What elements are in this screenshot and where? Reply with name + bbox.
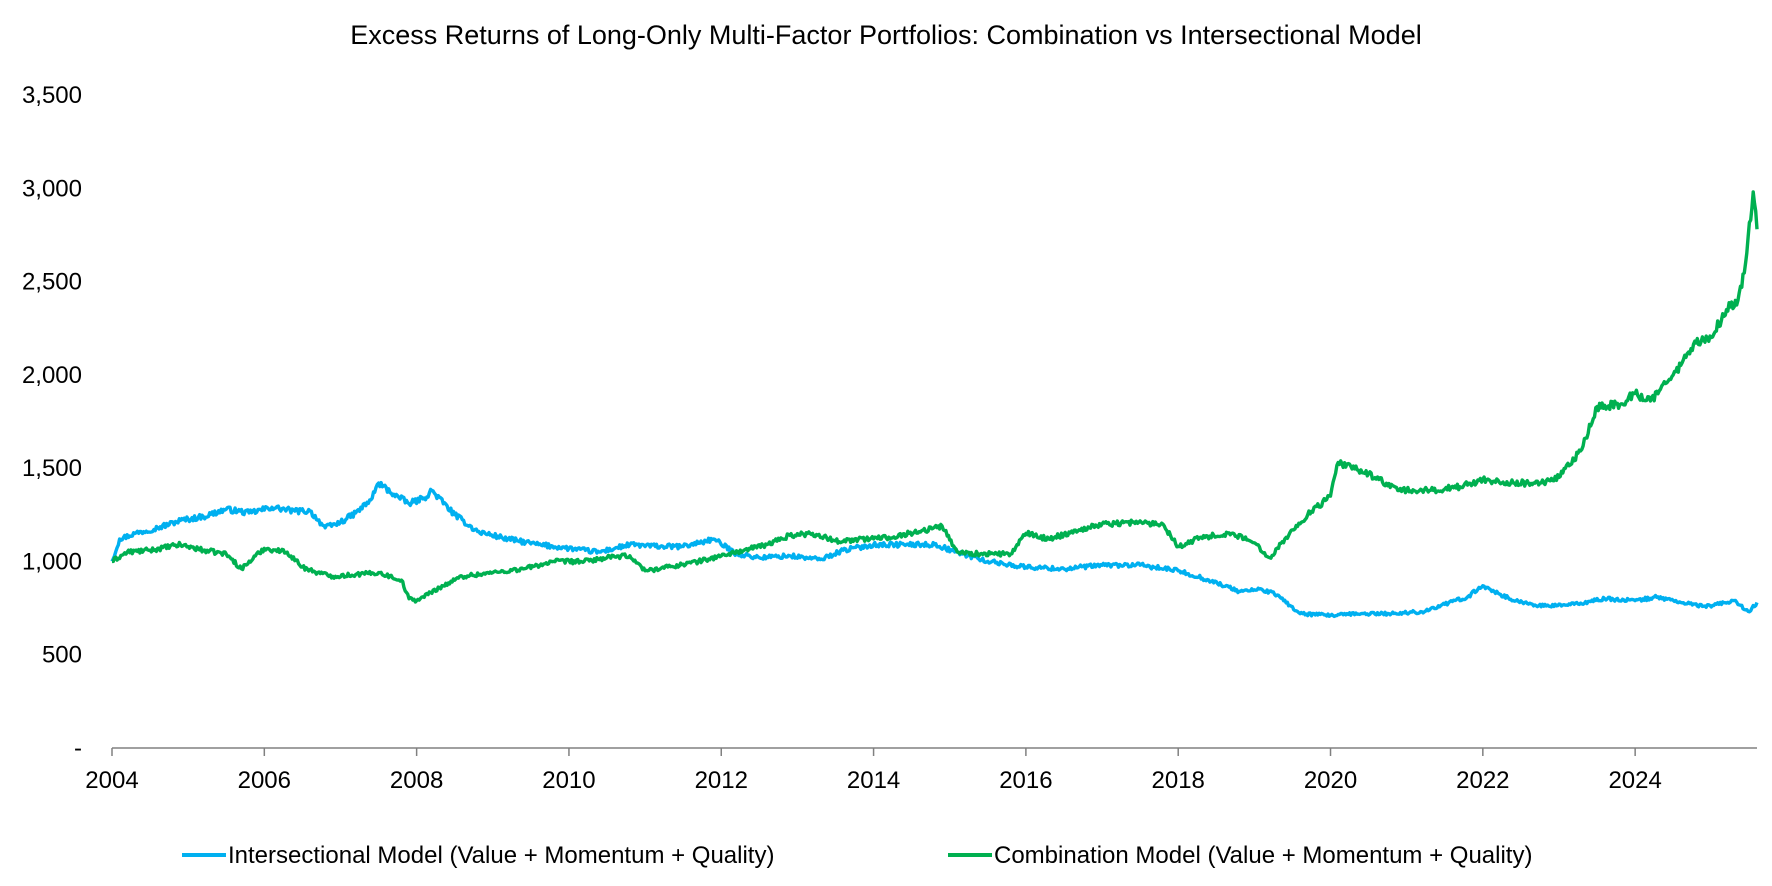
x-tick-label: 2012 <box>695 767 748 794</box>
x-tick-label: 2024 <box>1608 767 1661 794</box>
x-tick-label: 2022 <box>1456 767 1509 794</box>
y-axis: - 500 1,000 1,500 2,000 2,500 3,000 3,500 <box>22 82 82 762</box>
x-tick-label: 2004 <box>85 767 138 794</box>
series-layer <box>110 190 1759 619</box>
y-tick-label: 3,500 <box>22 82 82 109</box>
y-tick-label: 2,000 <box>22 362 82 389</box>
legend-label-1: Combination Model (Value + Momentum + Qu… <box>994 842 1532 869</box>
x-tick-label: 2006 <box>238 767 291 794</box>
x-tick-label: 2010 <box>542 767 595 794</box>
x-axis: 2004 2006 2008 2010 2012 2014 2016 2018 2020 2022… <box>85 747 1757 794</box>
x-tick-label: 2018 <box>1152 767 1205 794</box>
y-tick-label: 500 <box>42 642 82 669</box>
series-line-0 <box>110 480 1759 619</box>
legend: Intersectional Model (Value + Momentum +… <box>182 842 1532 869</box>
x-tick-label: 2020 <box>1304 767 1357 794</box>
y-tick-label: 1,500 <box>22 455 82 482</box>
y-tick-label: 3,000 <box>22 175 82 202</box>
y-tick-label: - <box>74 735 82 762</box>
legend-label-0: Intersectional Model (Value + Momentum +… <box>228 842 774 869</box>
series-line-1 <box>111 190 1759 604</box>
chart-title: Excess Returns of Long-Only Multi-Factor… <box>350 20 1421 50</box>
y-tick-label: 2,500 <box>22 269 82 296</box>
x-tick-label: 2016 <box>999 767 1052 794</box>
y-tick-label: 1,000 <box>22 548 82 575</box>
x-tick-label: 2014 <box>847 767 900 794</box>
x-tick-label: 2008 <box>390 767 443 794</box>
